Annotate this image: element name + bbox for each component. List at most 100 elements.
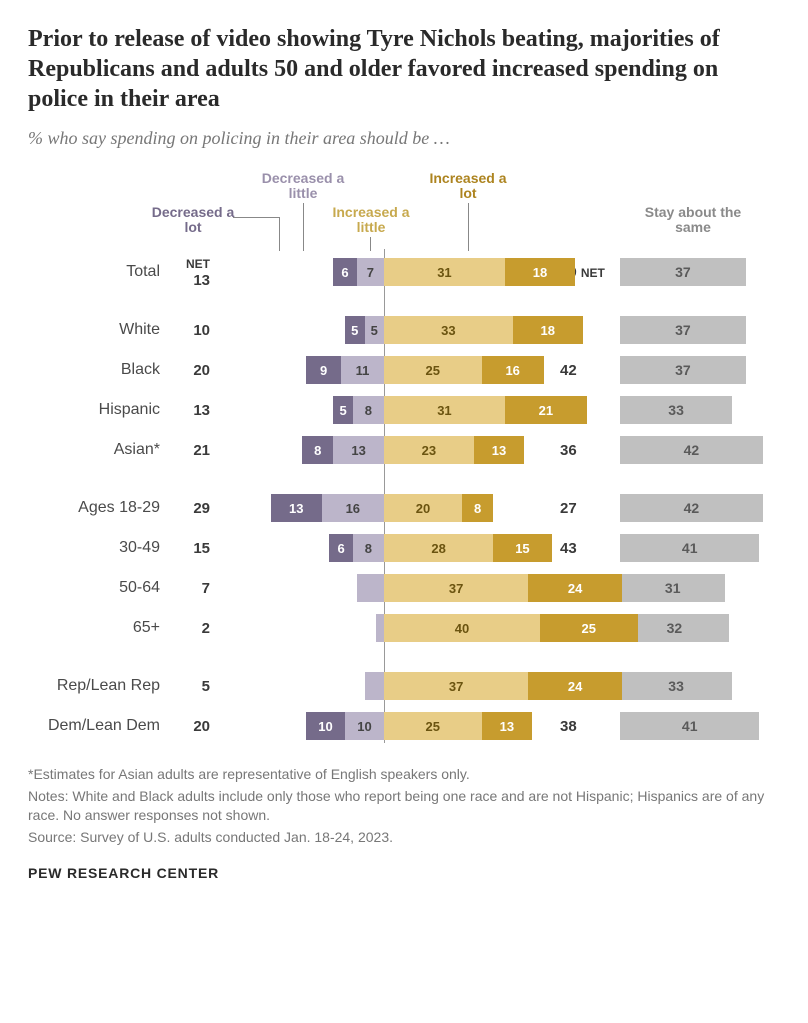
same-bar-wrap: 41: [620, 534, 770, 562]
decrease-bars: [357, 574, 384, 602]
footnote-source: Source: Survey of U.S. adults conducted …: [28, 828, 780, 848]
chart-title: Prior to release of video showing Tyre N…: [28, 24, 780, 114]
net-decrease-value: 10: [168, 322, 214, 339]
net-increase-value: 42: [554, 362, 610, 379]
bar-segment: 13: [271, 494, 322, 522]
bar-segment: 40: [384, 614, 540, 642]
chart-row: Rep/Lean Rep537246133: [28, 669, 780, 703]
bar-segment: 8: [302, 436, 333, 464]
bar-segment: 23: [384, 436, 474, 464]
bar-segment: 6: [329, 534, 352, 562]
bar-segment: 10: [345, 712, 384, 740]
bar-segment: 37: [384, 574, 528, 602]
chart-row: Ages 18-292916132082742: [28, 491, 780, 525]
legend-inc-lot: Increased a lot: [423, 171, 513, 202]
bar-segment: 13: [474, 436, 525, 464]
bar-segment: 24: [528, 574, 622, 602]
attribution: PEW RESEARCH CENTER: [28, 865, 780, 881]
increase-bars: 3318: [384, 316, 583, 344]
bars-wrap: 1382313: [214, 436, 554, 464]
legend-line: [303, 203, 304, 251]
bars-wrap: 763118: [214, 258, 554, 286]
chart-row: 30-49158628154341: [28, 531, 780, 565]
bar-segment: 13: [333, 436, 384, 464]
net-decrease-value: 15: [168, 540, 214, 557]
net-decrease-value: 5: [168, 678, 214, 695]
same-bar: 31: [620, 574, 725, 602]
bar-segment: [357, 574, 384, 602]
legend-line: [279, 217, 280, 251]
chart-row: Black2011925164237: [28, 353, 780, 387]
legend-inc-little: Increased a little: [326, 205, 416, 236]
bar-segment: 31: [384, 258, 505, 286]
same-bar: 37: [620, 356, 746, 384]
net-decrease-value: 29: [168, 500, 214, 517]
bar-segment: 5: [345, 316, 365, 344]
legend-dec-lot: Decreased a lot: [148, 205, 238, 236]
bar-segment: 25: [384, 356, 482, 384]
same-bar-wrap: 33: [620, 396, 770, 424]
increase-bars: 3724: [384, 574, 622, 602]
increase-bars: 4025: [384, 614, 638, 642]
decrease-bars: 55: [345, 316, 384, 344]
same-bar-wrap: 37: [620, 258, 770, 286]
bar-segment: 20: [384, 494, 462, 522]
bar-segment: 5: [333, 396, 353, 424]
net-increase-value: 38: [554, 718, 610, 735]
increase-bars: 2516: [384, 356, 544, 384]
increase-bars: 2513: [384, 712, 532, 740]
bar-segment: 9: [306, 356, 341, 384]
bars-wrap: 853121: [214, 396, 554, 424]
legend-same: Stay about the same: [638, 205, 748, 236]
bar-segment: 25: [540, 614, 638, 642]
row-label: Ages 18-29: [28, 499, 168, 517]
bar-segment: 15: [493, 534, 552, 562]
decrease-bars: [365, 672, 385, 700]
bar-segment: 13: [482, 712, 533, 740]
bars-wrap: 4025: [214, 614, 554, 642]
same-bar-wrap: 31: [620, 574, 770, 602]
same-bar-wrap: 42: [620, 494, 770, 522]
bars-wrap: 86 2815: [214, 534, 554, 562]
same-bar: 42: [620, 494, 763, 522]
same-bar-wrap: 32: [620, 614, 770, 642]
bar-segment: [376, 614, 384, 642]
footnote-asterisk: *Estimates for Asian adults are represen…: [28, 765, 780, 785]
bar-segment: 28: [384, 534, 493, 562]
row-label: 30-49: [28, 539, 168, 557]
same-bar: 42: [620, 436, 763, 464]
net-increase-value: 36: [554, 442, 610, 459]
bar-segment: 8: [462, 494, 493, 522]
same-bar: 41: [620, 712, 759, 740]
net-decrease-value: 20: [168, 362, 214, 379]
group-gap: [28, 295, 780, 313]
bar-segment: 5: [365, 316, 385, 344]
chart-row: Asian*2113823133642: [28, 433, 780, 467]
legend-line: [468, 203, 469, 251]
increase-bars: 2313: [384, 436, 524, 464]
bars-wrap: 3724: [214, 672, 554, 700]
legend-dec-little: Decreased a little: [258, 171, 348, 202]
bar-segment: 8: [353, 534, 384, 562]
row-label: Dem/Lean Dem: [28, 717, 168, 735]
decrease-bars: 1613: [271, 494, 384, 522]
row-label: Total: [28, 263, 168, 281]
net-increase-value: 43: [554, 540, 610, 557]
bar-segment: 16: [322, 494, 384, 522]
group-gap: [28, 651, 780, 669]
row-label: Rep/Lean Rep: [28, 677, 168, 695]
increase-bars: 3118: [384, 258, 575, 286]
decrease-bars: 138: [302, 436, 384, 464]
chart-footnote: *Estimates for Asian adults are represen…: [28, 765, 780, 847]
same-bar-wrap: 37: [620, 316, 770, 344]
bar-segment: 8: [353, 396, 384, 424]
chart-row: 65+240256532: [28, 611, 780, 645]
same-bar: 41: [620, 534, 759, 562]
same-bar: 37: [620, 258, 746, 286]
increase-bars: 3121: [384, 396, 587, 424]
decrease-bars: 119: [306, 356, 384, 384]
net-decrease-value: 21: [168, 442, 214, 459]
increase-bars: 2815: [384, 534, 552, 562]
bar-segment: 16: [482, 356, 544, 384]
chart-subtitle: % who say spending on policing in their …: [28, 128, 780, 149]
